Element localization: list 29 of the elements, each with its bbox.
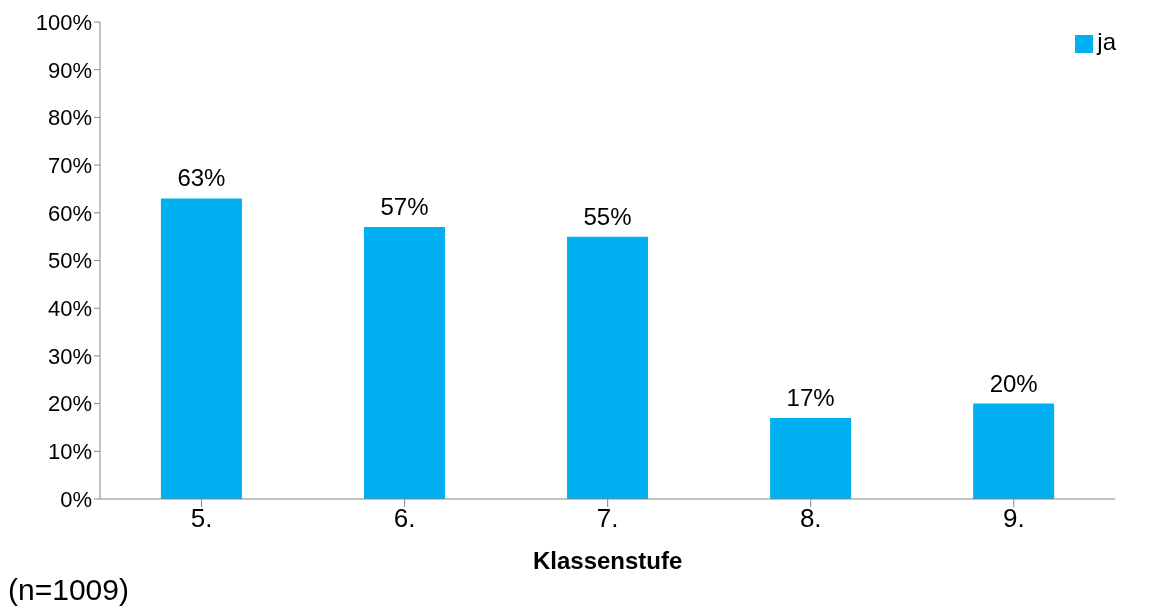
x-axis-title: Klassenstufe [532,547,683,574]
x-tick-label: 5. [190,503,213,534]
y-tick-label: 10% [47,439,92,465]
y-tick-label: 80% [47,105,92,131]
data-label: 17% [786,383,835,411]
data-label: 20% [989,369,1038,397]
bar [770,417,852,499]
data-label: 55% [583,202,632,230]
y-tick-label: 30% [47,343,92,369]
y-tick-label: 90% [47,57,92,83]
data-label: 57% [380,193,429,221]
y-tick-label: 20% [47,391,92,417]
y-tick-label: 70% [47,152,92,178]
bar [363,227,445,499]
y-tick-label: 0% [60,486,92,512]
y-tick-label: 100% [35,9,92,35]
data-label: 63% [177,164,226,192]
legend-label: ja [1097,28,1116,55]
bar [160,198,242,499]
bar [973,403,1055,499]
text: (n=1009) [8,573,129,607]
bar [567,236,649,499]
x-tick-label: 8. [799,503,822,534]
y-tick-label: 40% [47,296,92,322]
x-tick-label: 7. [596,503,619,534]
y-tick-label: 60% [47,200,92,226]
x-tick-label: 6. [393,503,416,534]
y-tick-label: 50% [47,248,92,274]
x-tick-label: 9. [1002,503,1025,534]
